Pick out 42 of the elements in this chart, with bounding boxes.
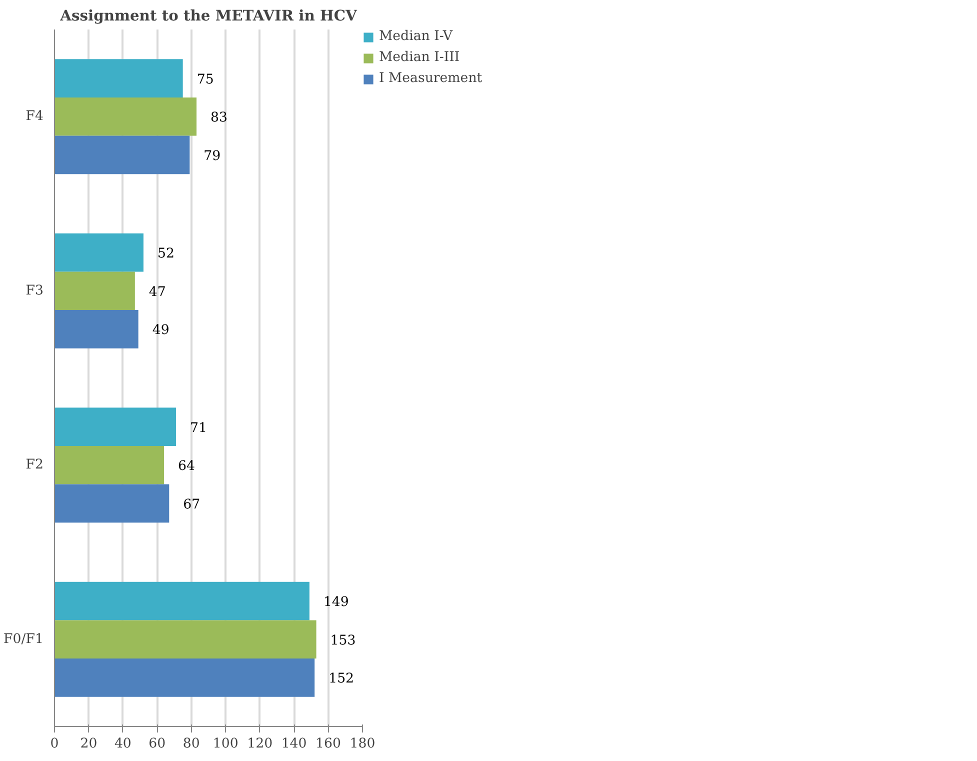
legend-label: I Measurement — [379, 71, 482, 86]
y-tick-label: F3 — [26, 283, 44, 298]
data-label: 149 — [323, 595, 349, 610]
data-label: 153 — [330, 633, 356, 648]
bar — [54, 136, 190, 174]
legend-label: Median I-V — [379, 29, 453, 44]
bar — [54, 658, 315, 697]
data-label: 52 — [157, 246, 174, 262]
x-tick-label: 180 — [350, 736, 376, 752]
data-label: 152 — [328, 672, 354, 687]
data-label: 47 — [148, 284, 166, 300]
x-tick-label: 100 — [212, 736, 238, 752]
legend-label: Median I-III — [379, 50, 460, 65]
y-tick-label: F0/F1 — [4, 632, 44, 647]
x-tick-label: 60 — [148, 736, 166, 752]
bar — [54, 582, 310, 620]
y-tick-label: F2 — [26, 458, 44, 473]
chart-title: Assignment to the METAVIR in HCV — [59, 8, 358, 24]
bar — [54, 233, 144, 272]
data-label: 71 — [190, 420, 207, 436]
data-label: 75 — [196, 72, 214, 88]
x-tick-label: 120 — [247, 736, 273, 752]
bar — [54, 484, 170, 523]
x-tick-label: 40 — [114, 736, 132, 752]
x-tick-label: 160 — [316, 736, 342, 752]
data-label: 49 — [152, 323, 170, 338]
x-tick-label: 20 — [80, 736, 98, 752]
bar — [54, 310, 138, 348]
x-tick-label: 80 — [182, 736, 200, 752]
bar — [54, 408, 176, 446]
x-tick-label: 0 — [50, 736, 59, 752]
bar — [54, 97, 197, 136]
data-label: 79 — [204, 148, 221, 164]
bar — [54, 272, 135, 310]
bar — [54, 446, 164, 484]
data-label: 67 — [183, 497, 200, 512]
x-tick-label: 140 — [281, 736, 307, 752]
data-label: 64 — [178, 459, 195, 474]
bar — [54, 59, 183, 98]
data-label: 83 — [210, 110, 228, 126]
bar — [54, 620, 316, 659]
y-tick-label: F4 — [26, 109, 44, 124]
